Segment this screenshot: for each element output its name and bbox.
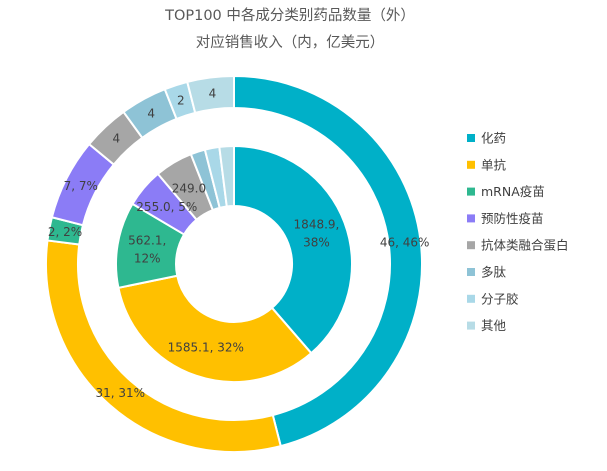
legend-swatch-6 (467, 294, 475, 303)
inner-label-1: 1585.1, 32% (168, 340, 244, 354)
legend-swatch-1 (467, 160, 475, 169)
outer-label-5: 4 (147, 106, 155, 120)
outer-label-1: 31, 31% (95, 386, 145, 400)
legend-swatch-2 (467, 187, 475, 196)
outer-ring (45, 74, 423, 453)
legend-label-7: 其他 (481, 318, 507, 333)
inner-slice-1 (117, 274, 313, 383)
legend-label-3: 预防性疫苗 (481, 211, 544, 226)
legend-label-0: 化药 (481, 131, 506, 146)
legend-swatch-4 (467, 241, 475, 250)
data-labels: 46, 46% 31, 31% 2, 2% 7, 7% 4 4 2 4 1848.9, 38% 15… (48, 86, 430, 400)
inner-slice-0 (233, 144, 353, 355)
chart-subtitle: 对应销售收入（内，亿美元） (196, 33, 385, 51)
legend-label-1: 单抗 (481, 157, 507, 172)
inner-label-4: 249.0 (172, 181, 206, 195)
chart-title: TOP100 中各成分类别药品数量（外） (164, 7, 415, 24)
outer-label-0: 46, 46% (380, 235, 430, 249)
legend-swatch-3 (467, 214, 475, 223)
legend-label-5: 多肽 (481, 265, 507, 280)
legend-label-2: mRNA疫苗 (481, 184, 545, 199)
inner-label-2: 562.1, 12% (128, 233, 166, 265)
outer-slice-7 (186, 74, 235, 115)
outer-label-2: 2, 2% (48, 225, 82, 239)
outer-label-4: 4 (112, 132, 120, 146)
legend-label-4: 抗体类融合蛋白 (481, 238, 569, 253)
inner-slice-7 (218, 144, 235, 208)
outer-label-6: 2 (177, 93, 185, 107)
inner-label-3: 255.0, 5% (136, 200, 197, 214)
legend-swatch-0 (467, 134, 475, 142)
inner-ring (115, 144, 353, 383)
outer-label-7: 4 (209, 86, 217, 100)
legend-swatch-7 (467, 321, 475, 330)
outer-label-3: 7, 7% (64, 179, 98, 193)
legend-label-6: 分子胶 (481, 291, 519, 306)
legend-swatch-5 (467, 268, 475, 276)
inner-label-0: 1848.9, 38% (294, 217, 340, 249)
